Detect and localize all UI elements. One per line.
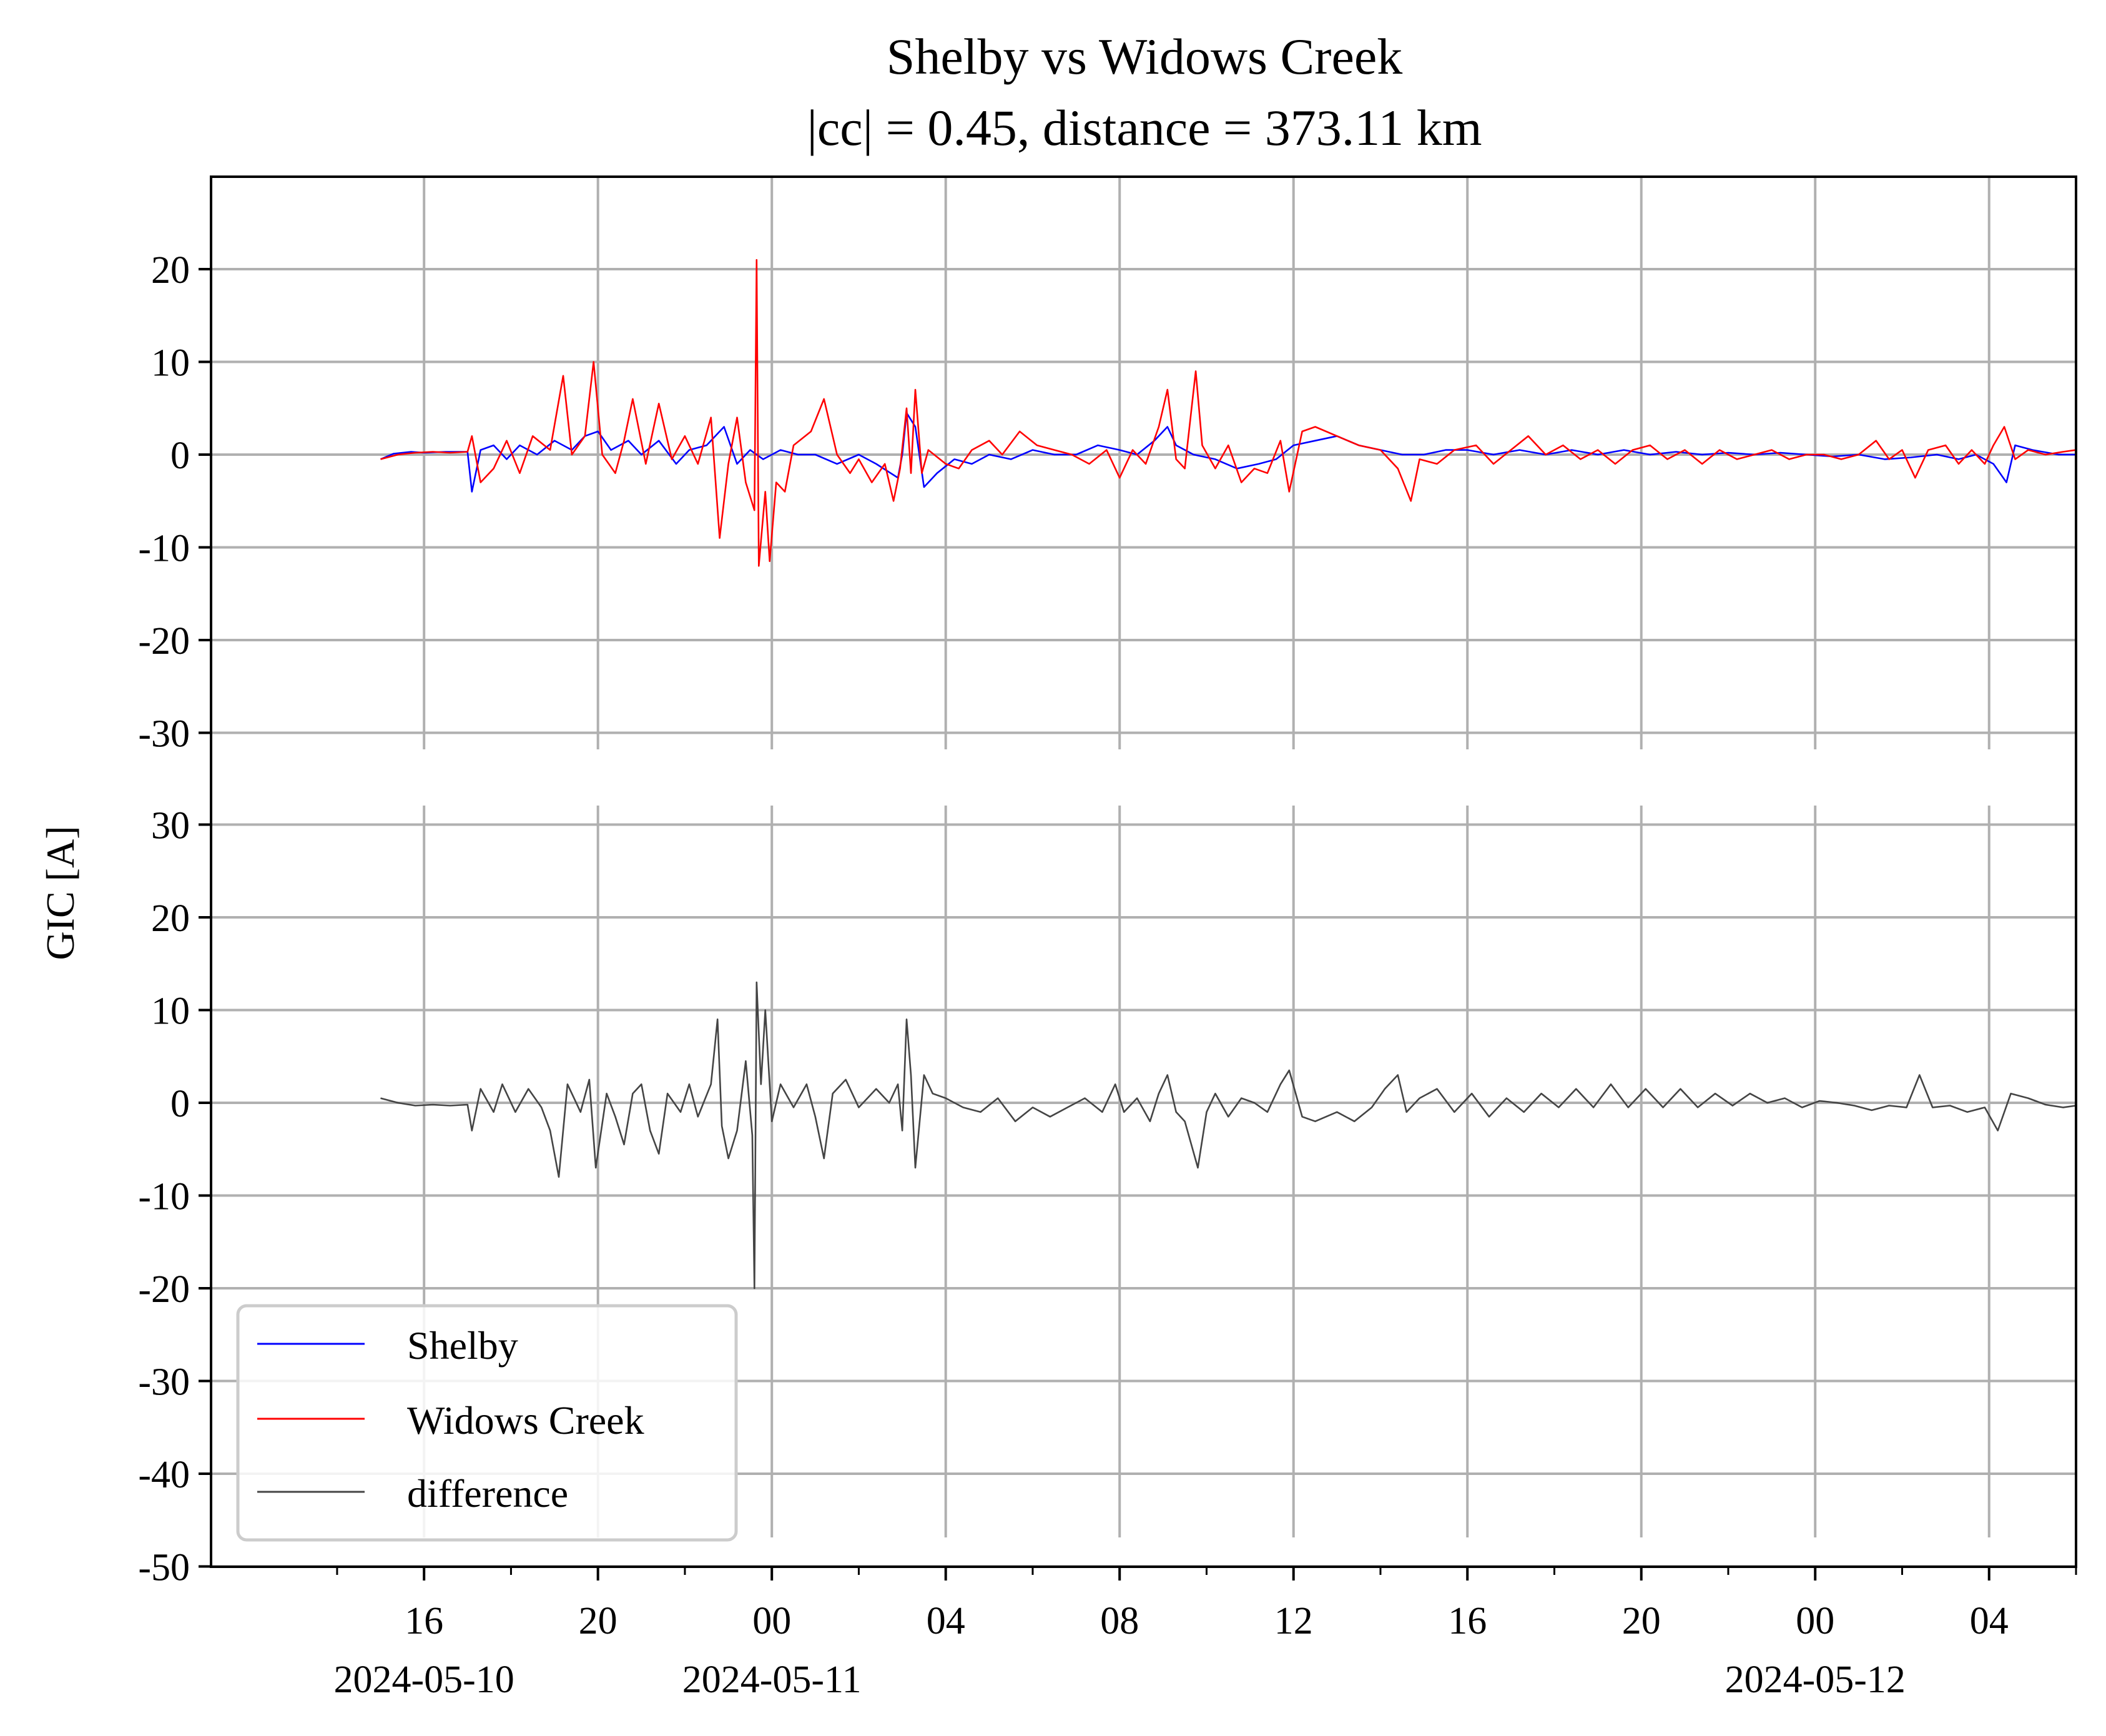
x-tick-label: 04 [1970,1600,2009,1642]
x-tick-date-label: 2024-05-12 [1725,1659,1906,1701]
y-tick-label: 20 [151,249,190,292]
y-tick-label: 30 [151,805,190,847]
y-tick-label: 10 [151,990,190,1033]
legend-box [236,1304,738,1542]
x-tick-label: 20 [579,1600,618,1642]
legend-label-difference: difference [407,1471,568,1516]
y-tick-label: 20 [151,897,190,940]
y-tick-label: -30 [138,713,190,756]
y-tick-label: -10 [138,1176,190,1218]
y-tick-label: -30 [138,1361,190,1404]
x-tick-label: 08 [1100,1600,1139,1642]
series-line-difference [380,981,2077,1290]
y-tick-label: -50 [138,1547,190,1589]
y-tick-label: 0 [170,435,190,477]
plot-frame [210,175,2077,1568]
series-layer [380,259,2077,1290]
series-line-widows-creek [380,259,2077,567]
x-tick-label: 00 [1796,1600,1834,1642]
x-tick-date-label: 2024-05-10 [334,1659,514,1701]
y-tick-label: 0 [170,1083,190,1125]
y-tick-label: -20 [138,1268,190,1311]
x-tick-label: 16 [1448,1600,1487,1642]
legend-label-widows-creek: Widows Creek [407,1398,644,1443]
y-tick-label: -40 [138,1454,190,1496]
y-tick-label: 10 [151,342,190,385]
y-tick-label: -20 [138,620,190,663]
x-tick-date-label: 2024-05-11 [682,1659,862,1701]
y-tick-label: -10 [138,528,190,570]
legend-label-shelby: Shelby [407,1323,518,1368]
x-tick-label: 20 [1622,1600,1661,1642]
tick-layer: -30 -20 -10 0 10 20 -50 -40 -30 -20 -10 0 10 20 30 16 20… [138,249,2077,1701]
x-tick-label: 12 [1274,1600,1313,1642]
legend: Shelby Widows Creek difference [236,1304,738,1542]
y-axis-label: GIC [A] [38,826,82,960]
chart-title: Shelby vs Widows Creek [887,28,1403,85]
chart-subtitle: |cc| = 0.45, distance = 373.11 km [807,99,1482,156]
x-tick-label: 00 [752,1600,791,1642]
x-tick-label: 04 [927,1600,965,1642]
x-tick-label: 16 [405,1600,443,1642]
